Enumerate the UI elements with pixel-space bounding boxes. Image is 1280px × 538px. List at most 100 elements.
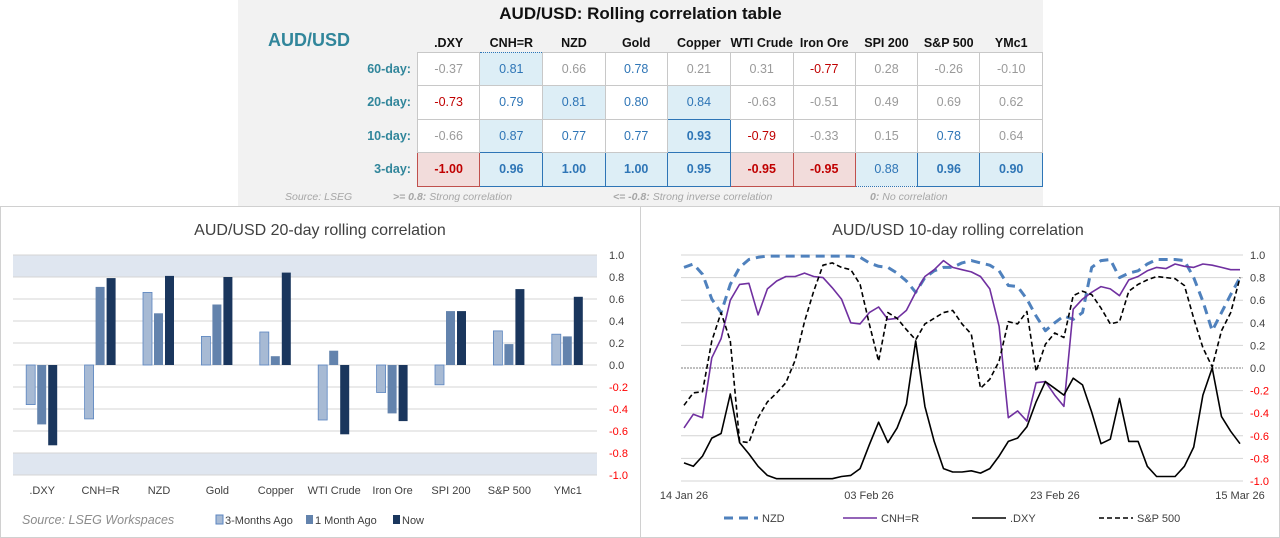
bar-now [457, 311, 466, 365]
legend-text: Strong correlation [426, 191, 513, 203]
y-tick-label: 0.0 [609, 360, 624, 372]
legend-none: 0: No correlation [870, 191, 948, 203]
legend-key: 0: [870, 191, 880, 203]
bar-3-months-ago [142, 291, 153, 366]
legend-label: .DXY [1010, 513, 1036, 525]
correlation-cell: -0.95 [792, 152, 856, 187]
bar-now [515, 289, 525, 365]
bar-1-month-ago [270, 356, 280, 365]
bar-1-month-ago [329, 350, 339, 365]
table-row: 10-day: -0.66 0.87 0.77 0.77 0.93 -0.79 -0.33 0.… [355, 118, 1043, 153]
x-tick-label: 23 Feb 26 [1030, 490, 1080, 502]
correlation-cell: -0.77 [792, 51, 856, 86]
correlation-cell: 1.00 [542, 152, 606, 187]
line-s-p-500 [683, 262, 1241, 444]
column-header: S&P 500 [923, 35, 974, 50]
y-tick-label: 0.4 [609, 316, 624, 328]
correlation-table: .DXY CNH=R NZD Gold Copper WTI Crude Iron Ore S… [355, 34, 1043, 187]
correlation-cell: 0.64 [979, 118, 1043, 153]
y-tick-label: 1.0 [1250, 250, 1265, 262]
bar-now [281, 272, 291, 365]
x-tick-label: Copper [258, 485, 294, 497]
bar-1-month-ago [95, 286, 105, 365]
x-tick-label: Gold [206, 485, 229, 497]
legend-label: Now [402, 515, 424, 527]
correlation-cell: 0.84 [666, 85, 731, 120]
y-tick-label: 0.6 [609, 294, 624, 306]
bar-3-months-ago [259, 331, 270, 366]
correlation-cell: 0.66 [542, 51, 606, 86]
correlation-cell: 0.62 [979, 85, 1043, 120]
bar-1-month-ago [562, 336, 572, 365]
legend-strong: >= 0.8: Strong correlation [393, 191, 512, 203]
correlation-table-panel: AUD/USD: Rolling correlation table AUD/U… [238, 0, 1043, 206]
column-header: CNH=R [489, 35, 534, 50]
correlation-cell: -0.63 [729, 85, 794, 120]
bar-now [573, 296, 583, 365]
y-tick-label: -0.2 [609, 382, 628, 394]
table-row: 3-day: -1.00 0.96 1.00 1.00 0.95 -0.95 -0.95 0.8… [355, 152, 1043, 187]
bar-chart-title: AUD/USD 20-day rolling correlation [194, 222, 446, 239]
row-label: 10-day: [367, 128, 411, 143]
legend-label: 3-Months Ago [225, 515, 293, 527]
x-tick-label: YMc1 [554, 485, 582, 497]
shaded-band [13, 453, 597, 475]
correlation-cell: 0.88 [854, 152, 919, 187]
y-tick-label: -0.4 [609, 404, 628, 416]
table-corner-label: AUD/USD [268, 30, 351, 50]
bar-now [165, 275, 174, 365]
legend-key: >= 0.8: [393, 191, 427, 203]
y-tick-label: -0.4 [1250, 408, 1269, 420]
bar-3-months-ago [434, 364, 445, 386]
bar-3-months-ago [551, 333, 562, 366]
y-tick-label: 0.0 [1250, 363, 1265, 375]
correlation-cell: 0.90 [979, 152, 1043, 187]
correlation-cell: -0.73 [416, 85, 481, 120]
bar-1-month-ago [446, 311, 455, 365]
x-tick-label: WTI Crude [308, 485, 361, 497]
row-label: 3-day: [374, 162, 411, 177]
column-header: WTI Crude [730, 35, 793, 50]
correlation-cell: 0.31 [729, 51, 794, 86]
table-title: AUD/USD: Rolling correlation table [499, 4, 782, 23]
correlation-cell: 0.15 [854, 118, 919, 153]
bar-1-month-ago [154, 313, 163, 365]
y-tick-label: -0.6 [1250, 431, 1269, 443]
legend-swatch [306, 515, 313, 524]
correlation-cell: 0.95 [666, 152, 731, 187]
bar-1-month-ago [212, 304, 222, 365]
bar-now [398, 365, 408, 422]
y-tick-label: -0.6 [609, 426, 628, 438]
y-tick-label: 0.8 [1250, 273, 1265, 285]
line--dxy [683, 340, 1241, 480]
y-tick-label: 0.4 [1250, 318, 1265, 330]
y-tick-label: -0.8 [1250, 453, 1269, 465]
x-tick-label: SPI 200 [431, 485, 470, 497]
x-tick-label: S&P 500 [488, 485, 531, 497]
column-header: Iron Ore [799, 35, 849, 50]
legend-text: No correlation [879, 191, 948, 203]
correlation-cell: 0.49 [854, 85, 919, 120]
correlation-cell: 0.77 [604, 118, 668, 153]
bar-3-months-ago [25, 364, 36, 405]
chart-source: Source: LSEG Workspaces [22, 513, 174, 527]
legend-label: NZD [762, 513, 785, 525]
table-source: Source: LSEG [285, 191, 353, 203]
bar-3-months-ago [200, 335, 211, 366]
x-tick-label: CNH=R [81, 485, 119, 497]
legend-inverse: <= -0.8: Strong inverse correlation [613, 191, 772, 203]
correlation-cell: 0.96 [917, 152, 981, 187]
y-tick-label: 1.0 [609, 250, 624, 262]
correlation-cell: 0.28 [854, 51, 919, 86]
correlation-cell: 1.00 [604, 152, 668, 187]
bar-now [48, 365, 58, 446]
y-tick-label: 0.2 [1250, 340, 1265, 352]
x-tick-label: .DXY [29, 485, 55, 497]
y-tick-label: -0.2 [1250, 386, 1269, 398]
legend-key: <= -0.8: [613, 191, 650, 203]
correlation-cell: 0.69 [917, 85, 981, 120]
table-row: 60-day: -0.37 0.81 0.66 0.78 0.21 0.31 -0.77 0.2… [355, 51, 1043, 86]
legend-swatch [215, 514, 224, 525]
shaded-band [13, 255, 597, 277]
y-tick-label: 0.8 [609, 272, 624, 284]
